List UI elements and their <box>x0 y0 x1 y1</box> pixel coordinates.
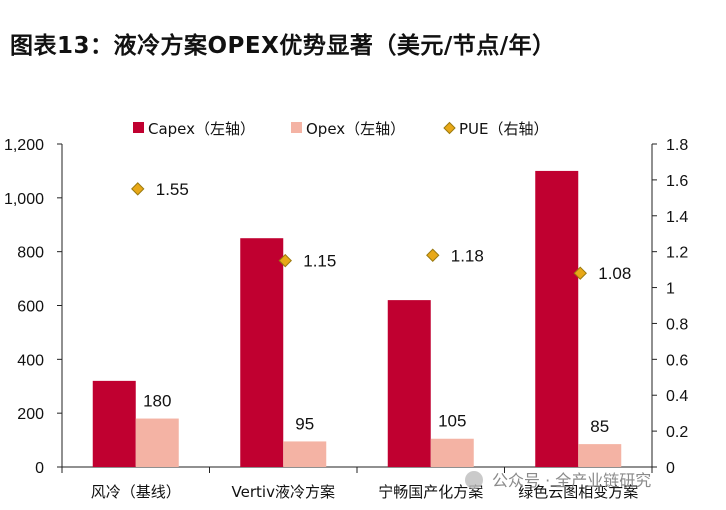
opex-value-label: 105 <box>438 412 466 431</box>
left-tick-label: 0 <box>35 460 44 477</box>
watermark-text: 公众号 · 全产业链研究 <box>492 471 651 490</box>
category-label: 宁畅国产化方案 <box>378 483 483 501</box>
legend-label: Opex（左轴） <box>306 120 405 138</box>
bars <box>92 170 622 467</box>
capex-bar <box>535 170 579 467</box>
pue-value-label: 1.15 <box>303 252 336 271</box>
pue-value-label: 1.08 <box>598 264 631 283</box>
left-tick-label: 600 <box>17 299 44 316</box>
capex-bar <box>92 380 136 467</box>
right-tick-label: 0.6 <box>666 352 688 369</box>
opex-value-label: 95 <box>295 414 314 433</box>
right-tick-label: 1.2 <box>666 245 688 262</box>
pue-value-label: 1.55 <box>156 180 189 199</box>
legend-swatch <box>443 121 456 135</box>
right-tick-label: 0 <box>666 460 675 477</box>
legend-swatch <box>133 122 144 133</box>
left-tick-label: 1,000 <box>4 191 44 208</box>
opex-bar <box>430 438 474 467</box>
left-tick-label: 400 <box>17 352 44 369</box>
right-tick-label: 0.8 <box>666 316 688 333</box>
opex-bar <box>283 441 327 467</box>
opex-value-label: 85 <box>590 417 609 436</box>
right-tick-label: 1.6 <box>666 173 688 190</box>
right-tick-label: 0.2 <box>666 424 688 441</box>
pue-point <box>131 182 145 196</box>
opex-value-label: 180 <box>143 392 171 411</box>
pue-value-label: 1.18 <box>451 246 484 265</box>
opex-bar <box>135 418 179 467</box>
pue-point <box>278 253 292 268</box>
legend: Capex（左轴） Opex（左轴） PUE（右轴） <box>133 120 549 138</box>
category-label: 风冷（基线） <box>91 483 181 501</box>
legend-swatch <box>291 122 302 133</box>
right-tick-label: 1.4 <box>666 209 688 226</box>
legend-label: Capex（左轴） <box>148 120 255 138</box>
capex-bar <box>387 300 431 467</box>
pue-point <box>426 248 440 262</box>
category-label: Vertiv液冷方案 <box>232 483 335 501</box>
right-tick-label: 0.4 <box>666 388 688 405</box>
category-labels: 风冷（基线） Vertiv液冷方案 宁畅国产化方案 绿色云图相变方案 <box>91 483 639 501</box>
left-tick-label: 1,200 <box>4 137 44 154</box>
wechat-icon <box>465 471 483 489</box>
legend-label: PUE（右轴） <box>459 120 549 138</box>
capex-bar <box>240 238 284 467</box>
chart-title: 图表13：液冷方案OPEX优势显著（美元/节点/年） <box>10 33 556 59</box>
right-tick-label: 1 <box>666 281 675 298</box>
watermark: 公众号 · 全产业链研究 <box>465 471 651 490</box>
pue-point <box>573 266 587 280</box>
opex-bar <box>578 444 622 467</box>
left-tick-label: 200 <box>17 406 44 423</box>
category-label: 绿色云图相变方案 <box>518 483 638 501</box>
data-labels: 180 1.55 95 1.15 105 1.18 85 1.08 <box>143 180 631 436</box>
right-tick-label: 1.8 <box>666 137 688 154</box>
left-tick-label: 800 <box>17 245 44 262</box>
pue-points <box>131 182 587 280</box>
